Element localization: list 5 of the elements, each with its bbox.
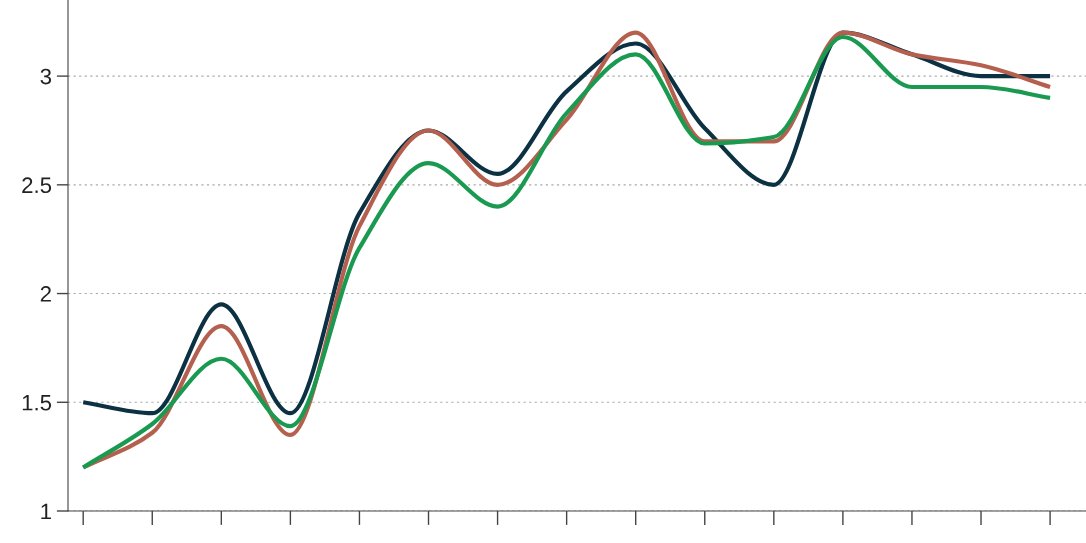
y-tick-label: 1 xyxy=(41,503,51,520)
y-tick-label: 1.5 xyxy=(22,395,52,411)
y-tick-label: 3 xyxy=(40,68,52,85)
y-tick-label: 2.5 xyxy=(22,177,52,194)
y-tick-label: 2 xyxy=(40,286,51,302)
